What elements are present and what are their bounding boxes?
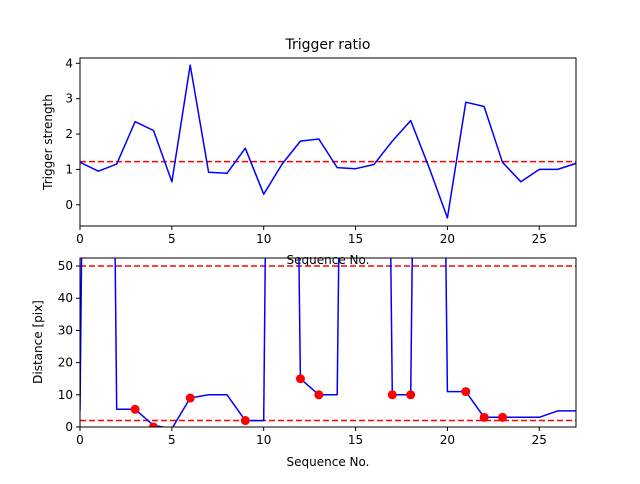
y-tick-label: 40	[58, 291, 73, 305]
y-tick-label: 3	[65, 92, 73, 106]
x-tick-label: 20	[440, 433, 455, 447]
x-tick-label: 0	[76, 232, 84, 246]
y-tick-label: 0	[65, 198, 73, 212]
axes-frame	[79, 57, 577, 227]
x-tick-label: 25	[532, 232, 547, 246]
x-tick-label: 5	[168, 433, 176, 447]
y-tick-label: 2	[65, 127, 73, 141]
data-point-marker	[240, 416, 250, 426]
distance-chart: Distance [pix] Sequence No. 0 5 10 15 20 25 0 1…	[31, 257, 577, 469]
y-axis-label: Distance [pix]	[31, 300, 45, 384]
data-point-marker	[130, 404, 140, 414]
y-tick-label: 10	[58, 388, 73, 402]
plot-area	[80, 258, 576, 427]
data-point-marker	[185, 393, 195, 403]
x-tick-label: 5	[168, 232, 176, 246]
y-tick-label: 4	[65, 56, 73, 70]
data-point-marker	[406, 390, 416, 400]
data-point-marker	[387, 390, 397, 400]
y-tick-label: 1	[65, 162, 73, 176]
trigger-ratio-chart: Trigger ratio Trigger strength 0 5 10 15 20 2…	[41, 37, 577, 246]
y-tick-label: 30	[58, 323, 73, 337]
x-tick-label: 20	[440, 232, 455, 246]
chart-title: Trigger ratio	[284, 37, 370, 53]
data-point-marker	[479, 412, 489, 422]
x-tick-label: 0	[76, 433, 84, 447]
x-tick-label: 15	[348, 232, 363, 246]
x-axis-label: Sequence No.	[287, 253, 370, 267]
x-tick-label: 10	[256, 232, 271, 246]
data-point-marker	[314, 390, 324, 400]
y-tick-label: 50	[58, 259, 73, 273]
series-line	[80, 64, 576, 219]
data-point-marker	[295, 374, 305, 384]
y-tick-label: 20	[58, 356, 73, 370]
data-point-marker	[148, 422, 158, 427]
data-point-marker	[461, 387, 471, 397]
x-tick-label: 15	[348, 433, 363, 447]
y-axis-label: Trigger strength	[41, 94, 55, 191]
plot-area	[80, 64, 576, 219]
x-axis-label: Sequence No.	[287, 455, 370, 469]
data-point-marker	[498, 412, 508, 422]
x-tick-label: 25	[532, 433, 547, 447]
x-tick-label: 10	[256, 433, 271, 447]
y-tick-label: 0	[65, 420, 73, 434]
axes-frame	[79, 257, 577, 428]
